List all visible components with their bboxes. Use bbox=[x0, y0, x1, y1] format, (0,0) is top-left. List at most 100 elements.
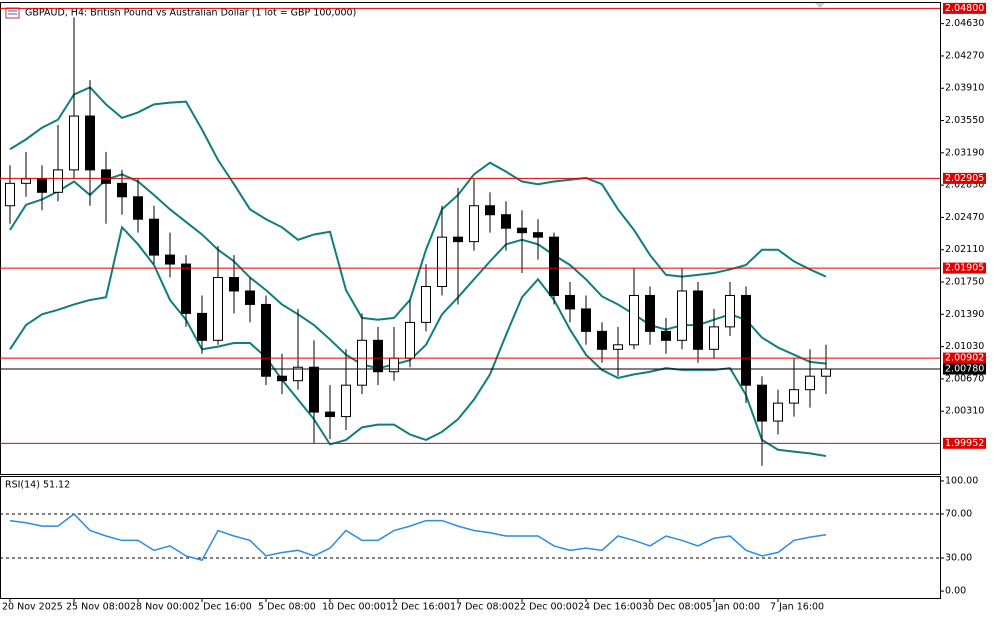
x-tick-label: 2 Dec 16:00 bbox=[194, 602, 252, 613]
candle-body bbox=[69, 115, 79, 171]
main-panel bbox=[0, 2, 941, 475]
candle-body bbox=[549, 236, 559, 296]
y-tick-label: 2.00670 bbox=[945, 373, 984, 384]
candle-body bbox=[5, 182, 15, 207]
x-tick-label: 30 Dec 08:00 bbox=[642, 602, 706, 613]
y-tick-label: 0.00 bbox=[945, 586, 966, 597]
candle-body bbox=[453, 236, 463, 243]
y-tick-label: 2.02110 bbox=[945, 244, 984, 255]
x-tick-label: 5 Jan 00:00 bbox=[706, 602, 760, 613]
candle-body bbox=[517, 227, 527, 234]
candle-body bbox=[213, 277, 223, 341]
shift-marker bbox=[815, 3, 825, 8]
y-tick-label: 2.02470 bbox=[945, 212, 984, 223]
y-tick-label: 2.04270 bbox=[945, 50, 984, 61]
y-tick-label: 70.00 bbox=[945, 508, 972, 519]
candle-body bbox=[469, 205, 479, 243]
y-tick-label: 2.03190 bbox=[945, 147, 984, 158]
price-level-box bbox=[943, 352, 986, 364]
candle-body bbox=[245, 290, 255, 305]
candle-body bbox=[85, 115, 95, 171]
candle-body bbox=[597, 330, 607, 350]
rsi-title: RSI(14) 51.12 bbox=[5, 480, 70, 491]
bollinger-band bbox=[9, 86, 827, 321]
price-level-box bbox=[943, 172, 986, 184]
y-tick-label: 2.00310 bbox=[945, 406, 984, 417]
candle-body bbox=[709, 326, 719, 350]
candle-body bbox=[53, 169, 63, 193]
candle-body bbox=[789, 389, 799, 404]
candle-body bbox=[389, 357, 399, 373]
candle-body bbox=[805, 375, 815, 391]
candle-body bbox=[341, 384, 351, 418]
symbol-icon bbox=[5, 7, 20, 19]
price-level-label: 2.02905 bbox=[945, 173, 984, 184]
candle-body bbox=[37, 178, 47, 193]
candle-body bbox=[149, 218, 159, 256]
price-level-box bbox=[943, 262, 986, 274]
candle-body bbox=[613, 344, 623, 350]
candle-body bbox=[165, 254, 175, 265]
candle-body bbox=[325, 411, 335, 418]
chart-header: GBPAUD, H4: British Pound vs Australian … bbox=[25, 8, 356, 19]
candle-body bbox=[533, 232, 543, 238]
y-tick-label: 30.00 bbox=[945, 553, 972, 564]
candle-body bbox=[373, 339, 383, 373]
y-tick-label: 2.01390 bbox=[945, 309, 984, 320]
candle-body bbox=[293, 366, 303, 382]
x-tick-label: 20 Nov 2025 bbox=[2, 602, 63, 613]
candle-body bbox=[133, 196, 143, 220]
candle-body bbox=[661, 330, 671, 341]
candle-body bbox=[581, 308, 591, 332]
price-level-label: 2.00902 bbox=[945, 353, 984, 364]
candle-body bbox=[677, 290, 687, 341]
candle-body bbox=[437, 236, 447, 287]
x-tick-label: 22 Dec 00:00 bbox=[514, 602, 578, 613]
price-level-label: 2.00780 bbox=[945, 364, 984, 375]
y-tick-label: 2.01030 bbox=[945, 341, 984, 352]
candle-body bbox=[181, 263, 191, 314]
candle-body bbox=[757, 384, 767, 422]
candle-body bbox=[485, 205, 495, 216]
x-tick-label: 28 Nov 00:00 bbox=[130, 602, 194, 613]
x-tick-label: 24 Dec 16:00 bbox=[578, 602, 642, 613]
candle-body bbox=[773, 402, 783, 422]
candle-body bbox=[405, 321, 415, 359]
candle-body bbox=[421, 285, 431, 323]
candle-body bbox=[277, 375, 287, 382]
price-level-label: 2.04800 bbox=[945, 3, 984, 14]
candle-body bbox=[309, 366, 319, 413]
candle-body bbox=[261, 303, 271, 377]
candle-body bbox=[197, 312, 207, 341]
price-level-box bbox=[943, 437, 986, 449]
candle-body bbox=[821, 368, 831, 377]
y-tick-label: 2.04630 bbox=[945, 18, 984, 29]
x-tick-label: 12 Dec 16:00 bbox=[386, 602, 450, 613]
rsi-line bbox=[9, 512, 827, 562]
candle-body bbox=[645, 294, 655, 332]
price-level-label: 1.99952 bbox=[945, 438, 984, 449]
candle-body bbox=[693, 290, 703, 350]
price-level-box bbox=[943, 363, 986, 375]
y-tick-label: 2.02830 bbox=[945, 180, 984, 191]
y-tick-label: 2.01750 bbox=[945, 277, 984, 288]
candle-body bbox=[357, 339, 367, 386]
candle-body bbox=[725, 294, 735, 328]
x-tick-label: 17 Dec 08:00 bbox=[450, 602, 514, 613]
candle-body bbox=[21, 178, 31, 184]
candle-body bbox=[229, 277, 239, 292]
price-level-label: 2.01905 bbox=[945, 263, 984, 274]
y-tick-label: 2.03550 bbox=[945, 115, 984, 126]
y-tick-label: 2.03910 bbox=[945, 83, 984, 94]
candle-body bbox=[117, 182, 127, 198]
rsi-panel bbox=[0, 476, 941, 599]
x-tick-label: 25 Nov 08:00 bbox=[66, 602, 130, 613]
candle-body bbox=[741, 294, 751, 386]
price-level-box bbox=[943, 2, 986, 14]
candle-body bbox=[565, 294, 575, 310]
candle-body bbox=[101, 169, 111, 184]
x-tick-label: 7 Jan 16:00 bbox=[770, 602, 824, 613]
bollinger-band bbox=[9, 173, 827, 370]
y-tick-label: 100.00 bbox=[945, 475, 978, 486]
